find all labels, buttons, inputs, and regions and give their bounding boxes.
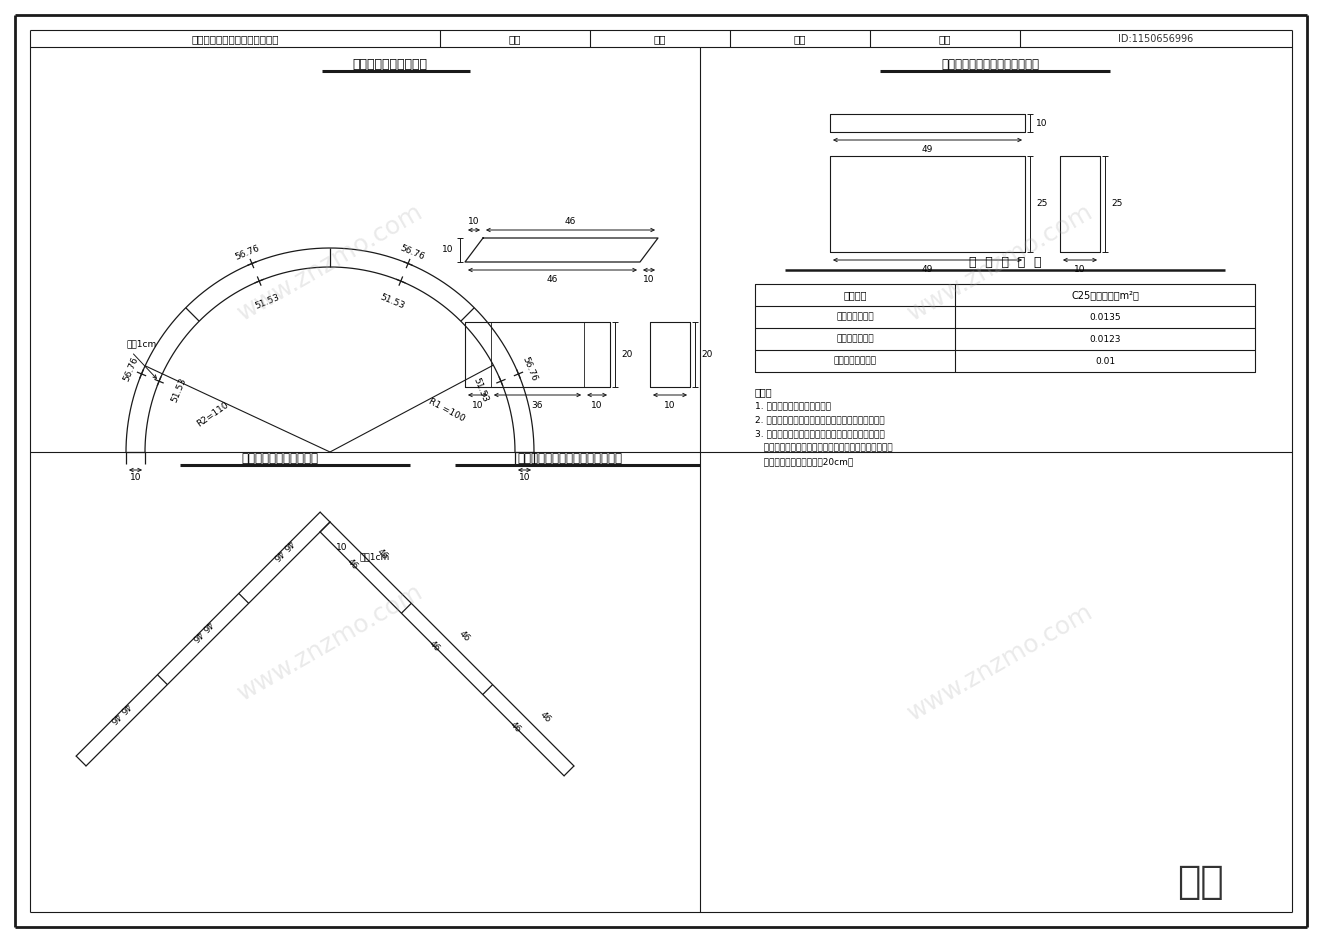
Text: 46: 46 bbox=[538, 710, 553, 724]
Text: 51.53: 51.53 bbox=[378, 292, 406, 311]
Text: 46: 46 bbox=[564, 217, 576, 225]
Text: 56.76: 56.76 bbox=[122, 356, 140, 383]
Text: 审核: 审核 bbox=[793, 34, 806, 44]
Text: 46: 46 bbox=[107, 710, 122, 724]
Text: 46: 46 bbox=[547, 275, 558, 284]
Text: 1. 本图尺寸制以厘米为单位。: 1. 本图尺寸制以厘米为单位。 bbox=[755, 401, 832, 410]
Text: 说明：: 说明： bbox=[755, 387, 772, 397]
Text: 棱距1cm: 棱距1cm bbox=[360, 553, 389, 561]
Text: www.znzmo.com: www.znzmo.com bbox=[903, 599, 1097, 725]
Text: 土砌块是一块（按图纸附图纸），单独放置不充里面，: 土砌块是一块（按图纸附图纸），单独放置不充里面， bbox=[755, 443, 892, 452]
Text: 49: 49 bbox=[921, 266, 933, 274]
Text: 10: 10 bbox=[518, 474, 530, 482]
Text: 人字形混凝土砌块: 人字形混凝土砌块 bbox=[833, 356, 876, 365]
Text: 10: 10 bbox=[472, 400, 484, 410]
Text: 46: 46 bbox=[189, 628, 204, 643]
Text: 乙型混凝土砌块（一块）大样图: 乙型混凝土砌块（一块）大样图 bbox=[941, 57, 1039, 71]
Text: 10: 10 bbox=[336, 543, 348, 551]
Text: 10: 10 bbox=[1075, 266, 1085, 274]
Text: 46: 46 bbox=[457, 628, 471, 643]
Text: 46: 46 bbox=[508, 720, 522, 735]
Text: 路基防护工程设计图（二）设计: 路基防护工程设计图（二）设计 bbox=[192, 34, 279, 44]
Text: 10: 10 bbox=[644, 275, 654, 284]
Text: 56.76: 56.76 bbox=[521, 356, 538, 383]
Text: 10: 10 bbox=[130, 474, 141, 482]
Text: 知末: 知末 bbox=[1177, 863, 1223, 901]
Text: 棱距1cm: 棱距1cm bbox=[127, 339, 157, 349]
Text: 51.53: 51.53 bbox=[171, 376, 189, 403]
Text: 乙型混凝土砌块: 乙型混凝土砌块 bbox=[837, 334, 874, 344]
Text: 0.0123: 0.0123 bbox=[1089, 334, 1121, 344]
Text: 砌块类型: 砌块类型 bbox=[843, 290, 867, 300]
Text: 46: 46 bbox=[345, 558, 360, 572]
Text: 10: 10 bbox=[468, 217, 480, 225]
Text: 51.53: 51.53 bbox=[254, 292, 282, 311]
Text: 甲型混凝土砌块平面图: 甲型混凝土砌块平面图 bbox=[353, 57, 427, 71]
Text: 0.0135: 0.0135 bbox=[1089, 313, 1121, 321]
Text: 20: 20 bbox=[701, 350, 713, 359]
Text: 3. 甲型混凝土砌块内侧为乙型混凝土砌块，乙型混凝: 3. 甲型混凝土砌块内侧为乙型混凝土砌块，乙型混凝 bbox=[755, 429, 884, 438]
Text: 25: 25 bbox=[1036, 200, 1048, 208]
Text: 人字形混凝土砌块深度为20cm。: 人字形混凝土砌块深度为20cm。 bbox=[755, 457, 853, 466]
Text: www.znzmo.com: www.znzmo.com bbox=[903, 199, 1097, 325]
Text: www.znzmo.com: www.znzmo.com bbox=[233, 199, 427, 325]
Text: 46: 46 bbox=[427, 639, 442, 653]
Text: 46: 46 bbox=[270, 547, 284, 561]
Text: 日期: 日期 bbox=[939, 34, 952, 44]
Text: 2. 本图与《路基路予工程设计图（一）》配合使用。: 2. 本图与《路基路予工程设计图（一）》配合使用。 bbox=[755, 415, 884, 424]
Text: 46: 46 bbox=[198, 619, 213, 633]
Text: ID:1150656996: ID:1150656996 bbox=[1118, 34, 1194, 44]
Text: 20: 20 bbox=[621, 350, 633, 359]
Text: 10: 10 bbox=[591, 400, 603, 410]
Text: 人字形混凝土砌块（一块）大样图: 人字形混凝土砌块（一块）大样图 bbox=[517, 451, 623, 464]
Text: C25混凝土体（m²）: C25混凝土体（m²） bbox=[1071, 290, 1140, 300]
Text: R1 =100: R1 =100 bbox=[427, 397, 465, 423]
Text: R2=110: R2=110 bbox=[196, 399, 230, 429]
Text: www.znzmo.com: www.znzmo.com bbox=[233, 579, 427, 705]
Text: 46: 46 bbox=[375, 547, 390, 561]
Text: 工  程  数  量  表: 工 程 数 量 表 bbox=[969, 255, 1042, 268]
Text: 0.01: 0.01 bbox=[1095, 356, 1114, 365]
Text: 51.53: 51.53 bbox=[472, 376, 489, 403]
Text: 10: 10 bbox=[1036, 119, 1048, 127]
Text: 10: 10 bbox=[443, 246, 453, 254]
Text: 10: 10 bbox=[664, 400, 676, 410]
Text: 56.76: 56.76 bbox=[399, 243, 426, 262]
Text: 36: 36 bbox=[531, 400, 543, 410]
Text: 49: 49 bbox=[921, 145, 933, 154]
Text: 人字形混凝土砌块平面图: 人字形混凝土砌块平面图 bbox=[242, 451, 319, 464]
Text: 46: 46 bbox=[118, 700, 132, 715]
Text: 甲型混凝土砌块: 甲型混凝土砌块 bbox=[837, 313, 874, 321]
Text: 初审: 初审 bbox=[654, 34, 666, 44]
Text: 56.76: 56.76 bbox=[234, 243, 260, 262]
Text: 25: 25 bbox=[1112, 200, 1122, 208]
Text: 复核: 复核 bbox=[509, 34, 521, 44]
Text: 46: 46 bbox=[280, 538, 295, 552]
